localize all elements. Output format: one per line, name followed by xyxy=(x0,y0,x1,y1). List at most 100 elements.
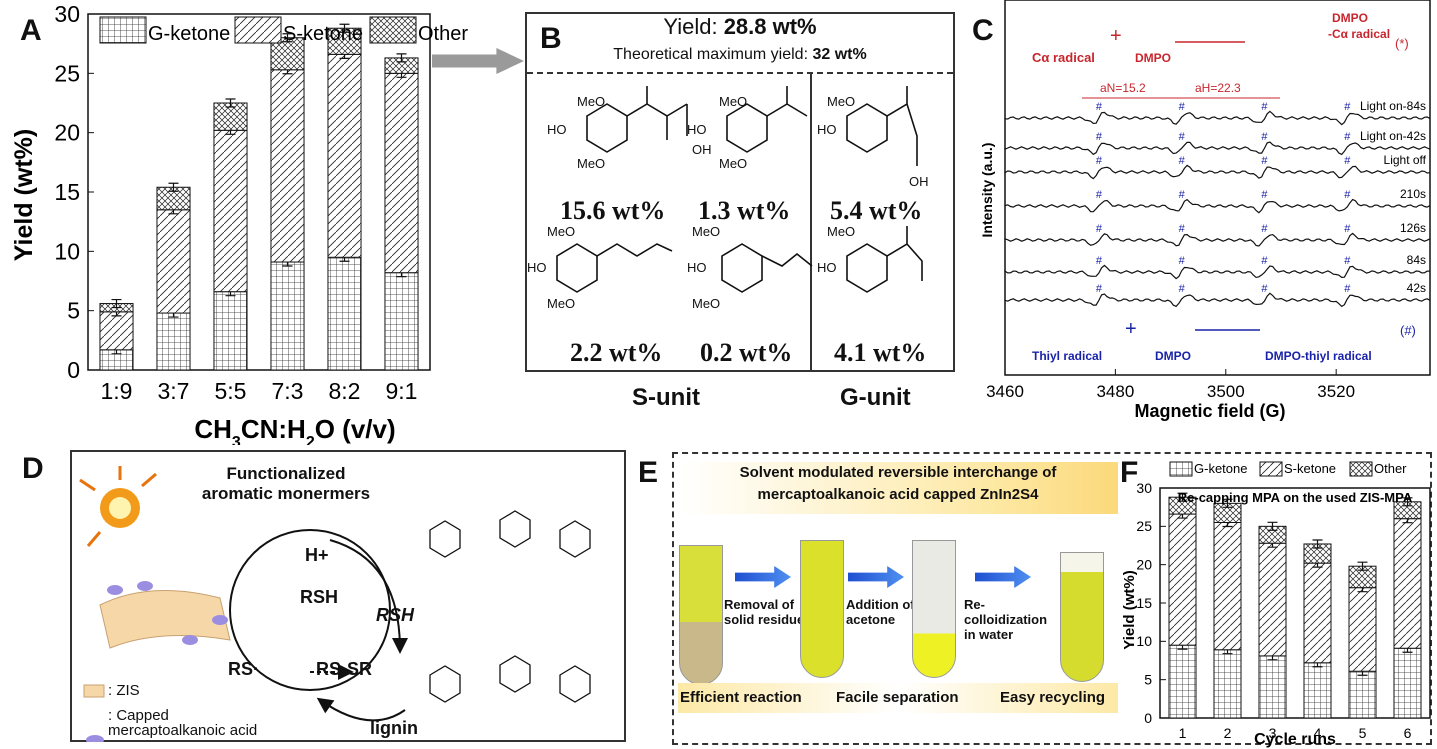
legend-swatch xyxy=(1349,461,1373,477)
dashed-divider xyxy=(527,72,953,74)
hash-marker: # xyxy=(1344,283,1351,295)
unit-divider xyxy=(810,74,812,370)
y-tick-label: 10 xyxy=(54,238,80,264)
product-label-bottom: DMPO-thiyl radical xyxy=(1265,349,1372,363)
spectrum-trace xyxy=(1004,164,1431,180)
hash-marker: # xyxy=(1261,283,1268,295)
yield-s-allyl: 0.2 wt% xyxy=(700,338,793,367)
hash-marker: # xyxy=(1344,223,1351,235)
y-tick-label: 10 xyxy=(1136,633,1152,649)
products-box xyxy=(525,12,955,372)
error-bar xyxy=(396,53,407,63)
bar-gketone-3-7 xyxy=(156,312,191,371)
step-1-label: Removal of solid residue xyxy=(724,597,805,627)
hash-marker: # xyxy=(1096,155,1103,167)
rsh-label: RSH xyxy=(376,605,415,625)
bar-other-8-2 xyxy=(327,27,362,55)
trace-label: Light on-84s xyxy=(1360,99,1426,113)
x-tick-label: 3520 xyxy=(1317,382,1355,401)
hash-marker: # xyxy=(1096,255,1103,267)
dmpo-label-bottom: DMPO xyxy=(1155,349,1191,363)
dmpo-product-label-top: DMPO xyxy=(1332,11,1368,25)
svg-text:HO: HO xyxy=(817,260,837,275)
bar-gketone-7-3 xyxy=(270,261,305,371)
svg-text:MeO: MeO xyxy=(547,224,575,239)
y-tick-label: 0 xyxy=(1144,710,1152,726)
bar-sketone-7-3 xyxy=(270,69,305,263)
hash-marker: # xyxy=(1344,101,1351,113)
bar-sketone-9-1 xyxy=(384,72,419,274)
bar-gketone-4 xyxy=(1303,662,1332,719)
trace-label: Light off xyxy=(1384,153,1427,167)
y-tick-label: 30 xyxy=(54,1,80,27)
hash-marker: # xyxy=(1096,283,1103,295)
svg-text:HO: HO xyxy=(817,122,837,137)
hash-mark: (#) xyxy=(1400,323,1416,338)
bar-sketone-4 xyxy=(1303,562,1332,664)
mechanism-box xyxy=(70,450,626,742)
error-bar xyxy=(339,23,350,33)
y-tick-label: 25 xyxy=(1136,518,1152,534)
panel-label-e: E xyxy=(638,456,659,489)
tube-2 xyxy=(800,540,844,678)
mechanism-diagram xyxy=(79,466,591,742)
rs-radical-label: RS· xyxy=(228,659,259,679)
hash-marker: # xyxy=(1261,155,1268,167)
hash-marker: # xyxy=(1096,189,1103,201)
y-axis-title: Intensity (a.u.) xyxy=(979,143,995,238)
lignin-label: lignin xyxy=(370,718,418,738)
footer-band xyxy=(678,683,1118,713)
error-bar xyxy=(168,182,179,192)
bar-sketone-6 xyxy=(1393,518,1422,649)
svg-text:MeO: MeO xyxy=(827,94,855,109)
footer-recycling: Easy recycling xyxy=(1000,689,1106,706)
hash-marker: # xyxy=(1344,155,1351,167)
tube-1 xyxy=(679,545,723,685)
bar-gketone-8-2 xyxy=(327,256,362,371)
bar-gketone-5-5 xyxy=(213,291,248,371)
panel-label-a: A xyxy=(20,14,42,47)
panel-label-b: B xyxy=(540,22,562,55)
bar-gketone-1 xyxy=(1168,644,1197,719)
x-axis-title: CH3CN:H2O (v/v) xyxy=(194,414,395,445)
h-plus-label: H+ xyxy=(305,545,329,565)
hash-marker: # xyxy=(1096,101,1103,113)
y-axis-title: Yield (wt%) xyxy=(1121,570,1138,649)
footer-separation: Facile separation xyxy=(836,689,959,706)
hash-marker: # xyxy=(1096,131,1103,143)
coupling-an: aN=15.2 xyxy=(1100,81,1146,95)
svg-text:HO: HO xyxy=(527,260,547,275)
panel-label-f: F xyxy=(1120,456,1139,489)
recycling-box xyxy=(672,452,1432,745)
svg-text:HO: HO xyxy=(547,122,567,137)
legend-swatch xyxy=(99,16,147,44)
error-bar xyxy=(225,98,236,108)
yield-line: Yield: 28.8 wt% xyxy=(663,14,817,39)
bar-sketone-1 xyxy=(1168,513,1197,646)
theoretical-yield-line: Theoretical maximum yield: 32 wt% xyxy=(613,46,867,63)
step-2-label: Addition of acetone xyxy=(846,597,915,627)
y-axis-title: Yield (wt%) xyxy=(10,129,38,261)
x-tick-label: 6 xyxy=(1404,725,1412,741)
plus-bottom: + xyxy=(1125,318,1137,340)
hash-marker: # xyxy=(1179,223,1186,235)
trace-label: 84s xyxy=(1407,253,1426,267)
y-tick-label: 25 xyxy=(54,60,80,86)
hash-marker: # xyxy=(1179,155,1186,167)
x-tick-label: 1:9 xyxy=(101,378,133,404)
y-tick-label: 20 xyxy=(1136,557,1152,573)
spectrum-trace xyxy=(1004,292,1431,308)
yield-g-ketone-2: 4.1 wt% xyxy=(834,338,927,367)
plot-frame xyxy=(1004,0,1431,376)
plot-frame xyxy=(87,13,431,371)
thiyl-radical-label: Thiyl radical xyxy=(1032,349,1102,363)
legend-swatch xyxy=(234,16,282,44)
x-tick-label: 3480 xyxy=(1096,382,1134,401)
svg-text:HO: HO xyxy=(687,260,707,275)
x-tick-label: 5 xyxy=(1359,725,1367,741)
hash-marker: # xyxy=(1179,255,1186,267)
x-tick-label: 5:5 xyxy=(215,378,247,404)
error-bar xyxy=(1312,539,1323,549)
y-tick-label: 5 xyxy=(1144,672,1152,688)
spectrum-trace xyxy=(1004,141,1431,156)
